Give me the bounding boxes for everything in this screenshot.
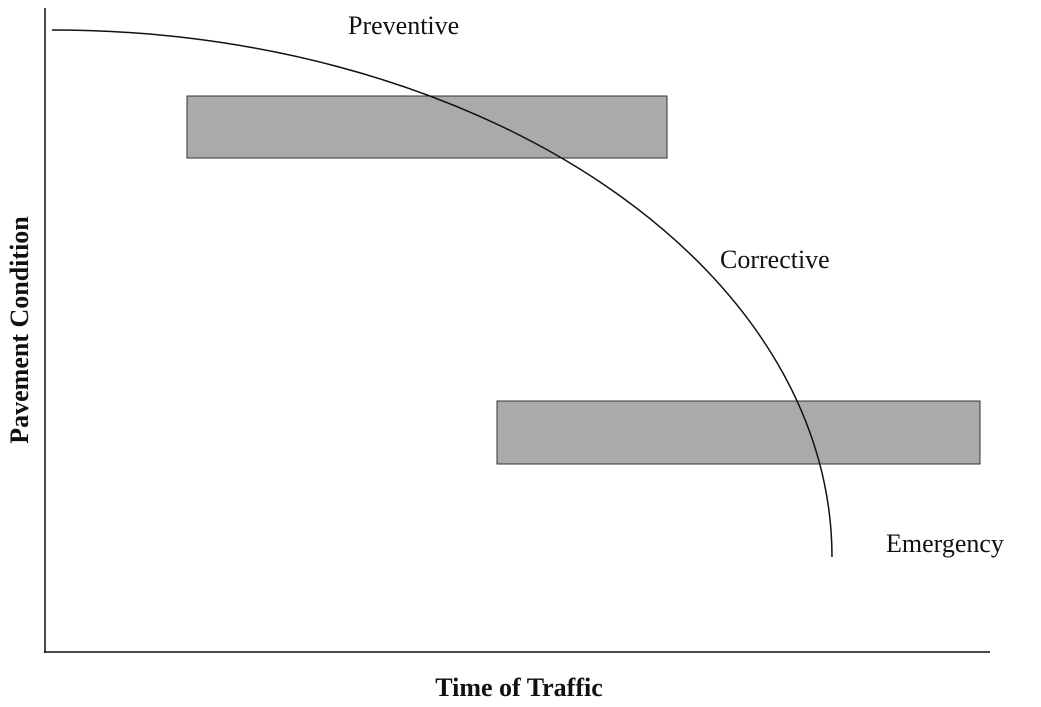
x-axis-title: Time of Traffic [435,673,603,702]
condition-curve [51,29,833,558]
emergency-label: Emergency [886,529,1004,558]
corrective-label: Corrective [720,245,830,274]
corrective-band [496,400,981,465]
y-axis-title: Pavement Condition [5,216,34,444]
preventive-band [186,95,668,159]
preventive-label: Preventive [348,11,459,40]
